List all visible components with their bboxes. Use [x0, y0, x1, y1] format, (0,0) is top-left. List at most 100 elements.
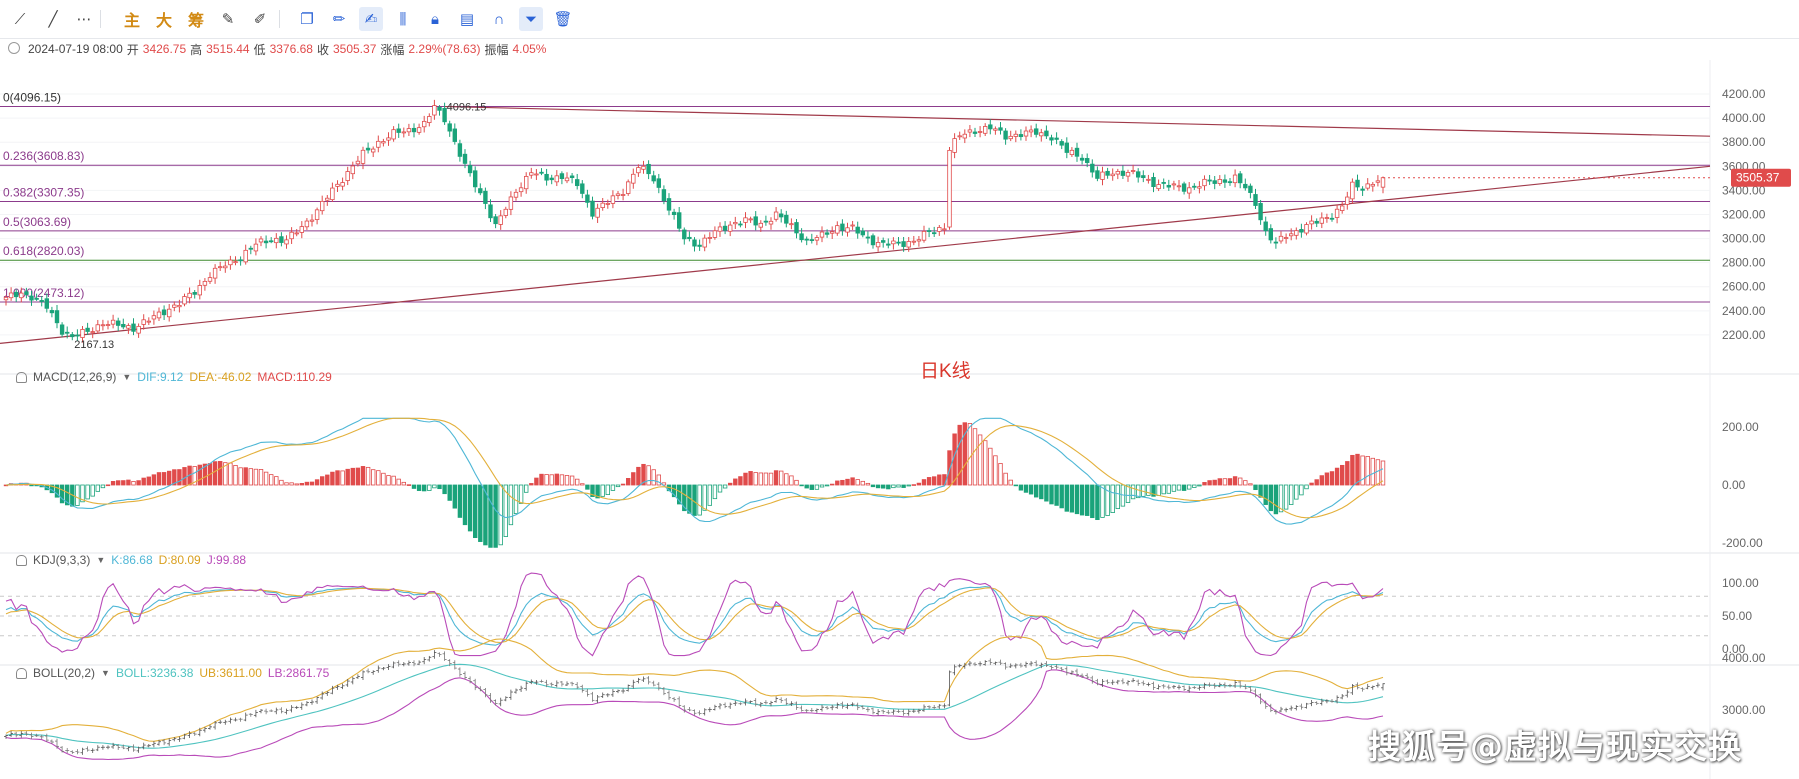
macd-histogram-bar	[1028, 484, 1034, 495]
segment-tool-icon[interactable]: ⟋	[14, 10, 26, 28]
candle-body	[957, 135, 962, 138]
candle-body	[401, 131, 406, 134]
candle-body	[758, 222, 763, 228]
large-tool[interactable]: 大	[155, 13, 172, 30]
candle-body	[1222, 179, 1228, 183]
boll-tick-label: 3000.00	[1722, 703, 1766, 717]
macd-histogram-bar	[559, 474, 565, 486]
ruler-icon[interactable]: ✏	[332, 11, 346, 28]
candle-body	[65, 331, 70, 334]
candle-body	[44, 298, 49, 309]
candle-body	[1059, 141, 1064, 146]
lock-icon[interactable]: 🔒︎	[431, 10, 439, 28]
low-annotation: 2167.13	[74, 339, 114, 351]
candle-body	[824, 232, 830, 235]
candle-body	[396, 128, 401, 133]
candle-body	[95, 324, 100, 332]
macd-histogram-bar	[228, 462, 233, 486]
macd-label: MACD(12,26,9)	[33, 370, 117, 384]
delete-icon[interactable]: 🗑︎	[553, 11, 573, 28]
macd-histogram-bar	[544, 474, 549, 486]
macd-dif: DIF:9.12	[137, 370, 184, 384]
macd-histogram-bar	[610, 484, 616, 491]
watermark: 搜狐号@虚拟与现实交换	[1368, 727, 1742, 766]
macd-histogram-bar	[712, 484, 718, 500]
ray-tool-icon[interactable]: ╱	[48, 11, 58, 28]
last-price-label: 3505.37	[1736, 171, 1780, 185]
macd-histogram-bar	[1212, 479, 1217, 486]
info-high: 3515.44	[206, 42, 250, 56]
magnet-icon[interactable]: ∩	[493, 10, 505, 28]
more-tools-icon[interactable]: ⋯	[76, 11, 92, 28]
candles-icon[interactable]: ⫼	[399, 10, 407, 28]
macd-histogram-bar	[29, 484, 34, 487]
candle-body	[1187, 187, 1192, 194]
alert-bell-icon[interactable]	[16, 667, 27, 679]
macd-histogram-bar	[738, 476, 743, 486]
candle-body	[641, 165, 646, 170]
macd-histogram-bar	[207, 463, 213, 486]
candle-body	[1090, 163, 1095, 173]
edit-icon[interactable]: ✎	[221, 11, 235, 28]
candle-body	[1003, 130, 1008, 140]
macd-histogram-bar	[427, 484, 432, 491]
main-tool[interactable]: 主	[123, 13, 140, 30]
candle-body	[972, 131, 978, 134]
macd-histogram-bar	[809, 484, 814, 490]
candle-body	[207, 277, 213, 282]
candle-body	[8, 292, 14, 299]
macd-histogram-bar	[600, 484, 605, 497]
filter-icon[interactable]: ⏷	[519, 7, 543, 31]
candle-body	[1340, 205, 1345, 211]
pen-icon[interactable]: ✐	[253, 11, 267, 28]
macd-histogram-bar	[90, 484, 95, 497]
macd-header: MACD(12,26,9) ▼ DIF:9.12 DEA:-46.02 MACD…	[16, 370, 332, 384]
draw-icon[interactable]: ✍	[359, 7, 383, 31]
alert-bell-icon[interactable]	[16, 554, 27, 566]
collapse-circle-icon[interactable]	[8, 42, 20, 54]
candle-body	[472, 170, 478, 188]
candle-body	[462, 153, 468, 164]
candle-body	[1130, 170, 1136, 172]
macd-histogram-bar	[942, 474, 947, 486]
candle-body	[702, 237, 707, 248]
macd-histogram-bar	[1090, 484, 1095, 519]
candle-body	[233, 261, 238, 264]
candle-body	[376, 140, 381, 148]
candle-body	[447, 123, 452, 132]
macd-histogram-bar	[1263, 484, 1268, 505]
candle-body	[1120, 170, 1126, 176]
macd-histogram-bar	[472, 484, 478, 539]
candle-body	[1156, 184, 1161, 190]
info-amplitude-label: 振幅	[484, 42, 509, 57]
candle-body	[54, 310, 60, 324]
candle-body	[1074, 147, 1080, 157]
kdj-header: KDJ(9,3,3) ▼ K:86.68 D:80.09 J:99.88	[16, 553, 246, 567]
macd-histogram-bar	[80, 484, 85, 503]
drawing-toolbar: ⟋ ╱ ⋯ 主大筹 ✎ ✐ ❐ ✏ ✍ ⫼ 🔒︎ ▤ ∩ ⏷ 🗑︎	[0, 0, 1799, 39]
candle-body	[600, 202, 605, 208]
macd-histogram-bar	[513, 484, 519, 514]
macd-histogram-bar	[1273, 484, 1279, 515]
macd-histogram-bar	[192, 466, 197, 486]
candle-body	[717, 226, 723, 232]
alert-bell-icon[interactable]	[16, 371, 27, 383]
copy-icon[interactable]: ❐	[300, 11, 314, 28]
chevron-down-icon[interactable]: ▼	[96, 555, 106, 565]
note-icon[interactable]: ▤	[459, 11, 475, 28]
chip-tool[interactable]: 筹	[187, 13, 204, 30]
chevron-down-icon[interactable]: ▼	[122, 372, 132, 382]
macd-histogram-bar	[1294, 484, 1299, 500]
candle-body	[1018, 134, 1024, 138]
chevron-down-icon[interactable]: ▼	[101, 668, 110, 678]
macd-histogram-bar	[620, 483, 626, 486]
macd-histogram-bar	[626, 478, 631, 486]
candle-body	[1268, 228, 1273, 241]
macd-histogram-bar	[396, 478, 401, 486]
macd-histogram-bar	[631, 472, 636, 486]
price-tick-label: 4200.00	[1722, 87, 1766, 101]
macd-histogram-bar	[886, 484, 891, 490]
candle-body	[518, 187, 524, 193]
macd-histogram-bar	[1340, 464, 1345, 486]
